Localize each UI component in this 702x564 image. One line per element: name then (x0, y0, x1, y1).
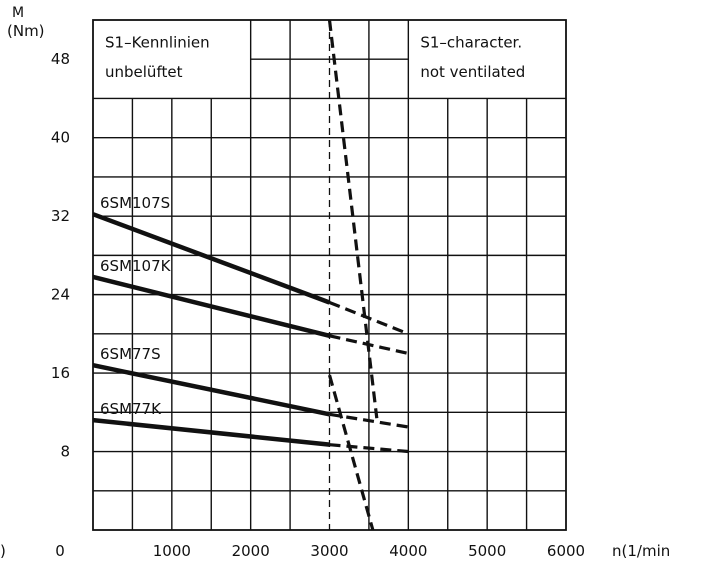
x-tick-label: 2000 (232, 542, 270, 560)
series-label: 6SM77K (100, 400, 162, 418)
x-axis-label: n(1/min (612, 542, 670, 560)
y-tick-label: 40 (51, 129, 70, 147)
series-solid-line (92, 363, 330, 417)
series-dashed-line (329, 334, 409, 356)
series-6sm77k: 6SM77K (92, 400, 409, 454)
limit-curve-1 (327, 19, 379, 419)
series-label: 6SM107S (100, 194, 170, 212)
series-dashed-line (329, 443, 409, 454)
series-dashed-line (328, 300, 409, 336)
y-tick-label: 24 (51, 286, 70, 304)
x-tick-label: 6000 (547, 542, 585, 560)
box-left-title: S1–Kennlinien (105, 33, 210, 51)
x-tick-label: 5000 (468, 542, 506, 560)
box-right-subtitle: not ventilated (420, 63, 525, 81)
y-tick-label: 32 (51, 207, 70, 225)
x-tick-label: 3000 (310, 542, 348, 560)
y-axis-label: M (12, 5, 24, 21)
series-dashed-line (329, 412, 409, 429)
series-solid-line (92, 274, 331, 338)
box-left-subtitle: unbelüftet (105, 63, 183, 81)
x-tick-label: 0 (55, 542, 65, 560)
series-label: 6SM107K (100, 257, 172, 275)
series-6sm107s: 6SM107S (92, 194, 409, 336)
y-tick-label: 48 (51, 50, 70, 68)
series-6sm77s: 6SM77S (92, 345, 409, 429)
y-axis-unit: (Nm) (7, 22, 45, 40)
y-tick-label: 16 (51, 364, 70, 382)
series-solid-line (92, 417, 330, 447)
x-tick-label: 1000 (153, 542, 191, 560)
series-6sm107k: 6SM107K (92, 257, 409, 356)
limit-curve-2 (327, 374, 375, 531)
series-solid-line (92, 212, 331, 305)
left-edge-text: ) (0, 542, 6, 560)
y-tick-label: 8 (60, 443, 70, 461)
box-right-title: S1–character. (420, 33, 522, 51)
x-tick-label: 4000 (389, 542, 427, 560)
series-label: 6SM77S (100, 345, 161, 363)
